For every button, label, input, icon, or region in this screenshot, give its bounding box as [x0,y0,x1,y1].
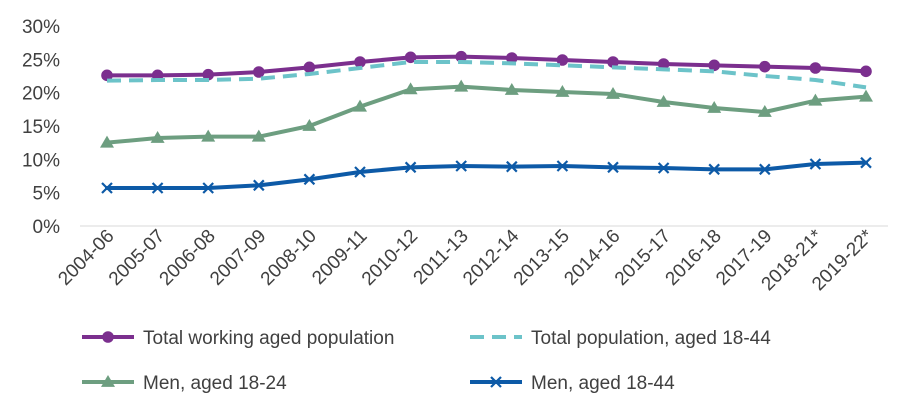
data-point [607,56,619,68]
series-line [105,84,868,145]
data-point [656,95,671,107]
data-point [556,160,569,172]
data-point [404,51,417,64]
data-point [657,58,670,70]
series-line [105,54,868,78]
data-point [151,182,164,194]
data-point [708,163,720,176]
data-point [353,99,367,112]
data-point [860,65,872,78]
data-point [404,161,417,174]
data-point [860,156,872,169]
data-point [657,162,670,174]
data-point [607,161,619,174]
legend-label: Total population, aged 18-44 [531,328,771,349]
data-point [201,129,216,142]
data-point [506,52,518,64]
x-tick-label: 2008-10 [257,226,321,290]
legend-item: Men, aged 18-24 [82,373,287,394]
y-tick-label: 30% [22,17,60,38]
x-axis: 2004-062005-072006-082007-092008-102009-… [54,225,888,295]
y-tick-label: 15% [22,117,60,138]
data-point [809,158,822,170]
data-point [102,331,114,343]
data-point [606,87,620,99]
data-point [759,60,771,73]
data-point [251,129,266,142]
data-point [354,56,366,68]
y-tick-label: 20% [22,84,60,105]
data-point [809,62,822,74]
y-tick-label: 5% [33,184,61,205]
series-line [106,60,867,90]
series-4 [101,156,872,194]
data-point [455,160,467,172]
y-tick-label: 10% [22,150,60,171]
data-point [707,101,722,113]
data-point [556,54,569,66]
data-point [808,93,823,106]
data-point [150,131,165,143]
series-layer [100,50,873,194]
data-point [202,68,214,81]
data-point [303,61,316,74]
data-point [757,105,772,117]
data-point [302,119,317,131]
data-point [100,135,114,148]
data-point [354,166,366,178]
legend: Total working aged population Total popul… [82,328,771,394]
data-point [455,50,468,63]
y-tick-label: 0% [33,217,61,238]
legend-item: Total population, aged 18-44 [470,328,771,349]
data-point [101,375,115,387]
series-3 [100,79,873,148]
data-point [504,83,519,95]
y-tick-label: 25% [22,50,60,71]
data-point [101,69,113,82]
data-point [759,163,771,176]
legend-item: Men, aged 18-44 [470,373,675,394]
data-point [101,182,113,194]
data-point [859,89,873,102]
data-point [202,182,214,194]
legend-label: Total working aged population [143,328,394,349]
data-point [252,66,265,78]
series-2 [106,60,867,90]
data-point [454,79,469,92]
data-point [303,173,316,186]
data-point [253,179,265,192]
data-point [490,376,502,388]
data-point [506,160,518,173]
data-point [708,59,720,72]
legend-item: Total working aged population [82,328,394,349]
legend-label: Men, aged 18-24 [143,373,287,394]
legend-label: Men, aged 18-44 [531,373,675,394]
series-line [105,160,868,190]
x-tick-label: 2010-12 [358,226,422,290]
data-point [403,82,418,95]
data-point [555,85,570,97]
y-axis: 0% 5% 10% 15% 20% 25% 30% [22,17,60,238]
